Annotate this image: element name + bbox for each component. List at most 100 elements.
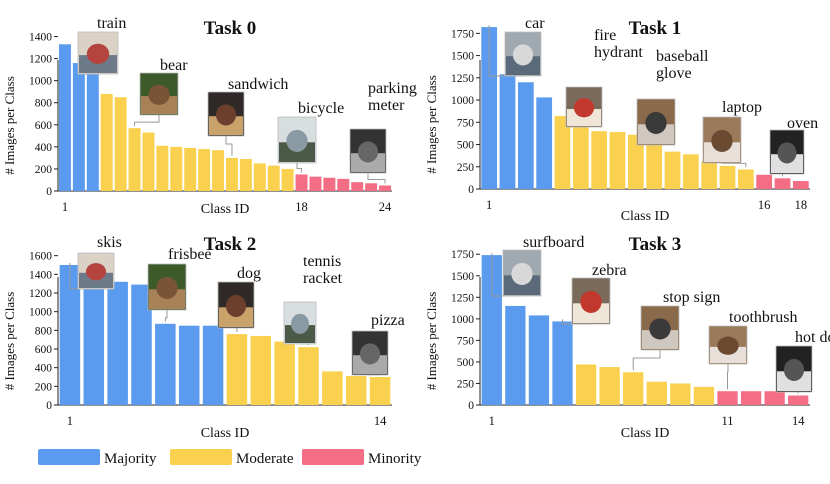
annotation-tennis-racket: tennis racket: [283, 253, 343, 346]
bar-moderate: [225, 157, 238, 191]
y-tick-label: 0: [468, 400, 474, 412]
frisbee-photo: [147, 263, 187, 311]
leader-line: [632, 350, 661, 371]
leader-line: [296, 163, 303, 173]
bar-minority: [792, 180, 809, 189]
x-tick-label: 24: [379, 200, 392, 214]
y-tick-label: 1500: [451, 51, 474, 63]
legend-label-moderate: Moderate: [236, 451, 294, 467]
y-axis-label: # Images per Class: [424, 75, 439, 174]
bar-minority: [323, 177, 336, 191]
class-label: car: [525, 15, 545, 32]
x-tick-label: 1: [62, 200, 68, 214]
chart-title: Task 1: [629, 18, 682, 39]
hot-dog-photo: [775, 345, 813, 393]
class-label: skis: [97, 234, 122, 251]
x-tick-label: 14: [792, 414, 805, 428]
x-tick-label: 1: [489, 414, 495, 428]
class-label: surfboard: [523, 234, 584, 251]
bar-majority: [155, 323, 176, 405]
y-tick-label: 500: [457, 140, 475, 152]
bar-majority: [107, 281, 128, 405]
bar-majority: [83, 279, 105, 405]
leader-line: [235, 327, 238, 333]
bar-majority: [552, 321, 573, 405]
annotation-bicycle: bicycle: [277, 100, 344, 173]
annotation-baseball-glove: baseball glove: [636, 48, 709, 146]
class-label: baseball glove: [656, 48, 709, 82]
y-tick-label: 400: [35, 363, 53, 375]
y-tick-label: 0: [46, 400, 52, 412]
class-label: hot dog: [795, 329, 830, 346]
y-tick-label: 750: [457, 335, 475, 347]
bar-moderate: [345, 376, 367, 405]
class-label: bicycle: [298, 100, 344, 117]
annotation-fire-hydrant: fire hydrant: [565, 27, 643, 128]
x-tick-label: 16: [758, 198, 771, 212]
bar-minority: [379, 185, 392, 191]
bar-moderate: [239, 159, 252, 191]
y-tick-label: 750: [457, 117, 475, 129]
bar-majority: [202, 325, 224, 405]
bicycle-photo: [277, 116, 317, 164]
y-tick-label: 800: [35, 98, 53, 110]
bar-moderate: [719, 165, 736, 189]
bar-moderate: [281, 168, 294, 191]
leader-line: [367, 173, 386, 184]
x-tick-label: 18: [295, 200, 308, 214]
bar-moderate: [627, 134, 644, 189]
annotation-train: train: [77, 15, 126, 75]
bar-moderate: [274, 341, 295, 405]
annotation-skis: skis: [69, 234, 122, 290]
annotation-frisbee: frisbee: [147, 246, 212, 322]
class-label: frisbee: [168, 246, 212, 263]
car-photo: [504, 31, 542, 77]
y-tick-label: 0: [46, 186, 52, 198]
bar-moderate: [142, 132, 155, 191]
bar-moderate: [609, 132, 626, 189]
bar-moderate: [128, 128, 141, 191]
class-label: parking meter: [368, 80, 417, 114]
x-axis-label: Class ID: [201, 426, 250, 441]
bar-majority: [178, 325, 200, 405]
y-axis-label: # Images per Class: [2, 76, 17, 175]
annotation-hot-dog: hot dog: [775, 329, 830, 394]
annotation-stop-sign: stop sign: [632, 289, 720, 371]
y-tick-label: 200: [35, 164, 53, 176]
bar-minority: [740, 391, 762, 405]
bar-moderate: [100, 93, 113, 191]
bar-majority: [86, 69, 99, 191]
toothbrush-photo: [708, 325, 748, 365]
pizza-photo: [351, 330, 389, 376]
y-axis-label: # Images per Class: [2, 292, 17, 391]
class-label: toothbrush: [729, 309, 797, 326]
bar-majority: [536, 97, 553, 189]
bar-majority: [517, 82, 534, 189]
y-tick-label: 1750: [451, 28, 474, 40]
sandwich-photo: [207, 91, 245, 137]
oven-photo: [769, 129, 805, 175]
bar-moderate: [670, 383, 691, 405]
annotation-toothbrush: toothbrush: [708, 309, 797, 390]
x-axis-label: Class ID: [201, 202, 250, 217]
annotation-zebra: zebra: [562, 262, 627, 325]
chart-task-0: 0 200 400 600 800 1000 1200 1400 1 18 24 Task 0 Clas…: [2, 15, 417, 217]
bar-minority: [295, 174, 308, 191]
bar-majority: [58, 44, 71, 192]
y-tick-label: 1600: [29, 251, 52, 263]
bar-majority: [59, 265, 81, 405]
bar-moderate: [554, 116, 571, 189]
y-tick-label: 1400: [29, 269, 52, 281]
y-tick-label: 1000: [29, 76, 52, 88]
annotation-laptop: laptop: [702, 99, 762, 168]
chart-title: Task 2: [204, 234, 257, 255]
chart-title: Task 3: [629, 234, 682, 255]
dog-photo: [217, 281, 255, 329]
annotation-dog: dog: [217, 265, 261, 333]
y-tick-label: 1250: [451, 73, 474, 85]
bar-moderate: [212, 150, 225, 191]
bar-moderate: [184, 147, 197, 191]
y-tick-label: 200: [35, 381, 53, 393]
bar-majority: [481, 27, 498, 190]
bar-moderate: [253, 163, 266, 191]
